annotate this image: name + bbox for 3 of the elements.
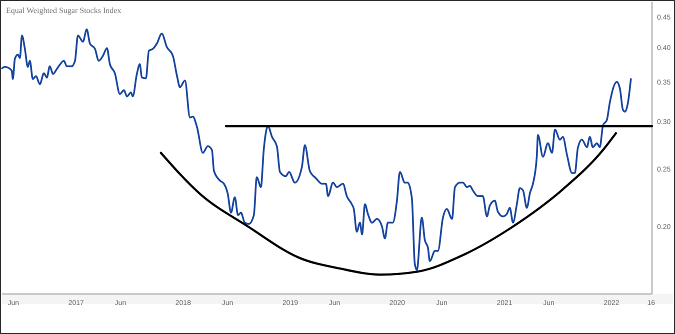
text: Equal Weighted Sugar Stocks Index xyxy=(6,6,122,15)
line-series xyxy=(1,28,632,271)
line-series xyxy=(160,132,618,276)
